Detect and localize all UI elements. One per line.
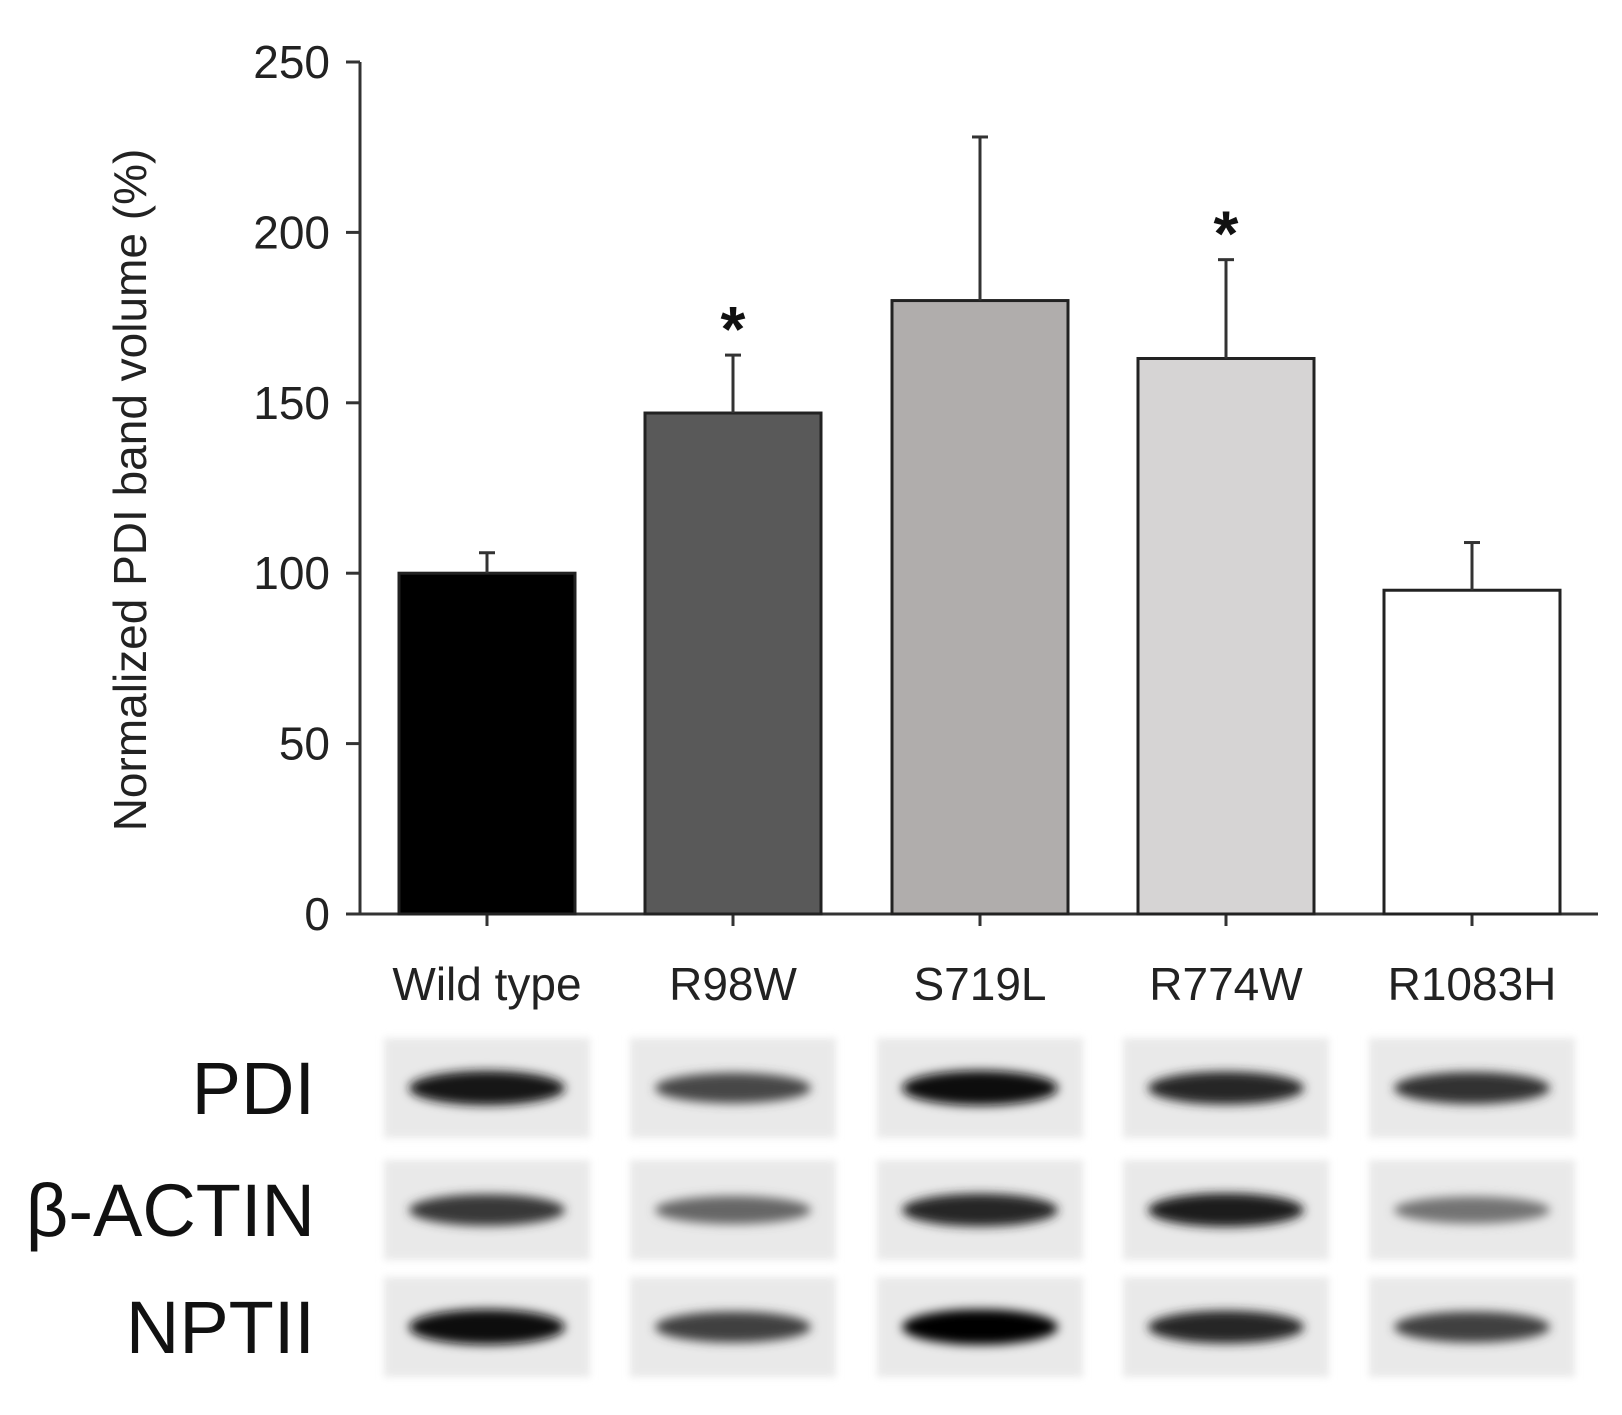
blot-band xyxy=(409,1309,565,1345)
western-blot: PDI β-ACTIN NPTII xyxy=(26,1038,1575,1377)
bar xyxy=(397,571,577,916)
bars xyxy=(397,299,1562,916)
category-label: S719L xyxy=(913,958,1046,1010)
x-axis xyxy=(360,912,1598,926)
blot-row-label: β-ACTIN xyxy=(26,1169,315,1252)
blot-band xyxy=(902,1309,1058,1345)
blot-band xyxy=(1394,1072,1550,1104)
blot-band xyxy=(902,1193,1058,1227)
y-axis-title: Normalized PDI band volume (%) xyxy=(104,149,156,832)
blot-band xyxy=(1394,1311,1550,1343)
category-labels: Wild type R98W S719L R774W R1083H xyxy=(392,958,1556,1010)
blot-band xyxy=(1394,1196,1550,1224)
blot-band xyxy=(1148,1071,1304,1105)
bar xyxy=(1136,356,1316,916)
blot-band xyxy=(655,1072,811,1104)
blot-band xyxy=(409,1070,565,1106)
blot-row-label: NPTII xyxy=(126,1286,315,1369)
y-tick-label: 200 xyxy=(253,206,330,258)
category-label: Wild type xyxy=(392,958,581,1010)
significance-markers: ** xyxy=(721,198,1239,365)
y-tick-label: 150 xyxy=(253,377,330,429)
y-tick-label: 100 xyxy=(253,547,330,599)
bar xyxy=(1382,588,1562,916)
bar-chart: Normalized PDI band volume (%) 0 50 100 150… xyxy=(104,36,1598,1010)
y-axis: 0 50 100 150 200 250 xyxy=(253,36,362,940)
category-label: R1083H xyxy=(1388,958,1557,1010)
blot-row-label: PDI xyxy=(192,1047,315,1130)
blot-band xyxy=(1148,1193,1304,1227)
significance-marker: * xyxy=(1214,198,1239,270)
blot-band xyxy=(655,1311,811,1343)
category-label: R774W xyxy=(1149,958,1303,1010)
blot-band xyxy=(655,1196,811,1224)
blot-band xyxy=(409,1194,565,1226)
bar xyxy=(643,411,823,916)
category-label: R98W xyxy=(669,958,797,1010)
blot-band xyxy=(902,1070,1058,1106)
error-bars xyxy=(479,135,1480,591)
significance-marker: * xyxy=(721,293,746,365)
blot-band xyxy=(1148,1310,1304,1344)
y-tick-label: 50 xyxy=(279,718,330,770)
bar xyxy=(890,299,1070,916)
y-tick-label: 250 xyxy=(253,36,330,88)
y-tick-label: 0 xyxy=(304,888,330,940)
